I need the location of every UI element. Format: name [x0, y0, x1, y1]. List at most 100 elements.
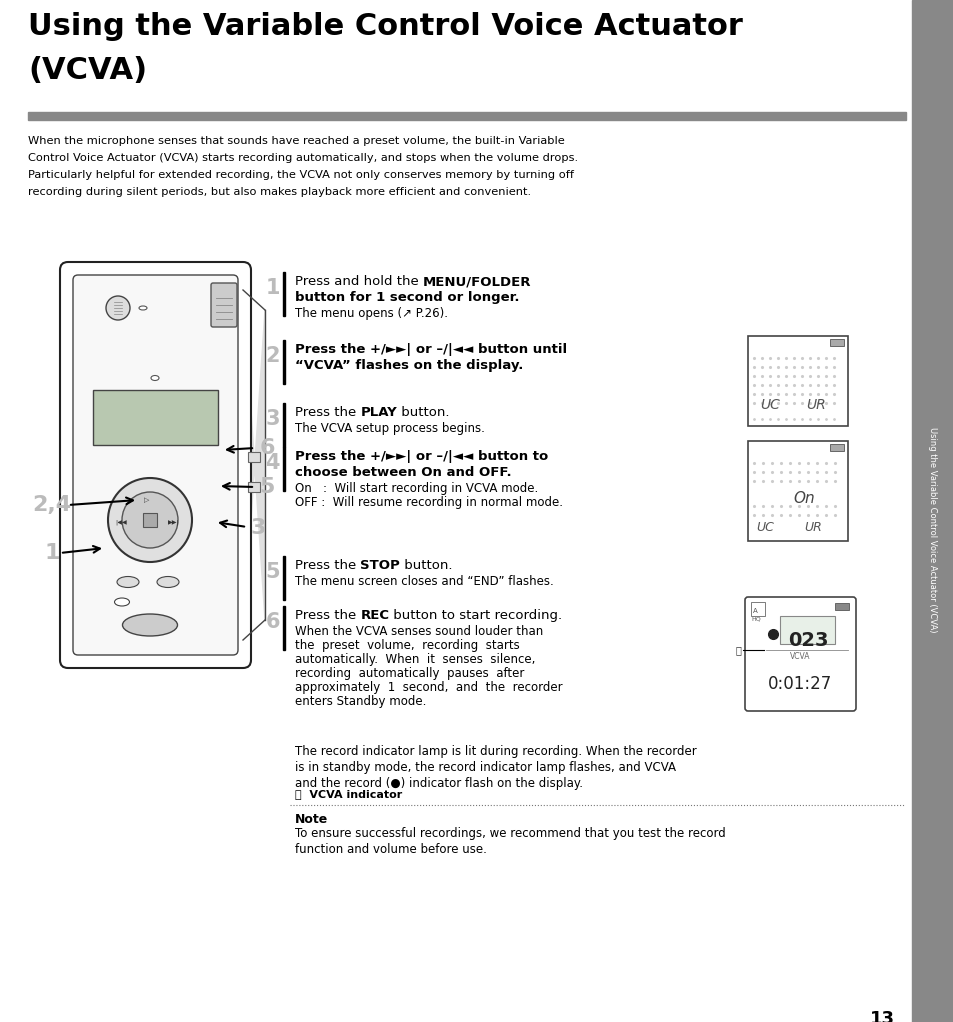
Polygon shape — [243, 290, 265, 640]
Text: MENU/FOLDER: MENU/FOLDER — [422, 275, 531, 288]
Bar — [747, 336, 847, 426]
Text: ▷: ▷ — [144, 497, 150, 503]
Text: 0:01:27: 0:01:27 — [767, 675, 831, 693]
Text: HQ: HQ — [750, 616, 760, 621]
Bar — [283, 340, 285, 384]
Text: button.: button. — [400, 559, 453, 572]
Text: REC: REC — [360, 609, 389, 622]
Ellipse shape — [151, 375, 159, 380]
Text: Press the: Press the — [294, 609, 360, 622]
FancyBboxPatch shape — [211, 283, 236, 327]
Text: automatically.  When  it  senses  silence,: automatically. When it senses silence, — [294, 653, 535, 666]
Text: 6: 6 — [259, 438, 274, 458]
Text: A: A — [752, 608, 757, 614]
Text: “VCVA” flashes on the display.: “VCVA” flashes on the display. — [294, 359, 523, 372]
Text: When the microphone senses that sounds have reached a preset volume, the built-i: When the microphone senses that sounds h… — [28, 136, 564, 146]
Text: UR: UR — [803, 521, 821, 535]
Text: UR: UR — [805, 398, 825, 412]
Bar — [750, 602, 764, 616]
Text: Using the Variable Control Voice Actuator: Using the Variable Control Voice Actuato… — [28, 12, 742, 41]
Text: approximately  1  second,  and  the  recorder: approximately 1 second, and the recorder — [294, 681, 562, 694]
Text: enters Standby mode.: enters Standby mode. — [294, 695, 426, 708]
Bar — [834, 603, 848, 610]
Text: On   :  Will start recording in VCVA mode.: On : Will start recording in VCVA mode. — [294, 482, 537, 495]
Text: The VCVA setup process begins.: The VCVA setup process begins. — [294, 422, 484, 435]
Text: STOP: STOP — [360, 559, 400, 572]
Bar — [283, 556, 285, 600]
Text: Press and hold the: Press and hold the — [294, 275, 422, 288]
Text: ⓐ: ⓐ — [735, 645, 741, 655]
Text: 023: 023 — [787, 631, 827, 650]
Text: ▶▶|: ▶▶| — [168, 519, 179, 524]
Circle shape — [108, 478, 192, 562]
Text: UC: UC — [755, 521, 773, 535]
Text: recording during silent periods, but also makes playback more efficient and conv: recording during silent periods, but als… — [28, 187, 531, 197]
Text: 4: 4 — [265, 453, 280, 473]
Text: choose between On and OFF.: choose between On and OFF. — [294, 466, 511, 479]
Text: 3: 3 — [250, 518, 265, 538]
Bar — [92, 390, 218, 445]
Text: VCVA: VCVA — [789, 652, 809, 661]
Text: Press the: Press the — [294, 559, 360, 572]
Text: button to start recording.: button to start recording. — [389, 609, 562, 622]
Text: To ensure successful recordings, we recommend that you test the record: To ensure successful recordings, we reco… — [294, 827, 725, 840]
FancyBboxPatch shape — [60, 262, 251, 668]
Ellipse shape — [117, 576, 139, 588]
Ellipse shape — [157, 576, 179, 588]
Bar — [750, 604, 849, 704]
Bar — [28, 112, 905, 120]
Bar — [829, 339, 843, 346]
Bar — [829, 444, 843, 451]
Circle shape — [122, 492, 178, 548]
Text: 3: 3 — [265, 409, 280, 429]
Text: (VCVA): (VCVA) — [28, 56, 147, 85]
Bar — [283, 447, 285, 491]
Bar — [283, 403, 285, 447]
Text: When the VCVA senses sound louder than: When the VCVA senses sound louder than — [294, 625, 542, 638]
Text: Particularly helpful for extended recording, the VCVA not only conserves memory : Particularly helpful for extended record… — [28, 170, 574, 180]
Text: 2,4: 2,4 — [32, 495, 71, 515]
Text: Control Voice Actuator (VCVA) starts recording automatically, and stops when the: Control Voice Actuator (VCVA) starts rec… — [28, 153, 578, 162]
Bar — [283, 272, 285, 316]
Text: Using the Variable Control Voice Actuator (VCVA): Using the Variable Control Voice Actuato… — [927, 427, 937, 633]
Text: Press the +/►►| or –/|◄◄ button to: Press the +/►►| or –/|◄◄ button to — [294, 450, 548, 463]
Text: function and volume before use.: function and volume before use. — [294, 843, 486, 856]
Text: button.: button. — [396, 406, 449, 419]
Text: UC: UC — [760, 398, 779, 412]
Bar — [143, 513, 157, 527]
Text: The record indicator lamp is lit during recording. When the recorder: The record indicator lamp is lit during … — [294, 745, 696, 758]
Text: Press the +/►►| or –/|◄◄ button until: Press the +/►►| or –/|◄◄ button until — [294, 343, 566, 356]
Text: button for 1 second or longer.: button for 1 second or longer. — [294, 291, 519, 304]
Text: 5: 5 — [265, 562, 280, 582]
Text: Note: Note — [294, 812, 328, 826]
Text: The menu opens (↗ P.26).: The menu opens (↗ P.26). — [294, 307, 448, 320]
Text: On: On — [792, 491, 814, 506]
Bar — [248, 452, 260, 462]
Ellipse shape — [114, 598, 130, 606]
Text: 1: 1 — [44, 543, 60, 563]
FancyBboxPatch shape — [744, 597, 855, 711]
Text: The menu screen closes and “END” flashes.: The menu screen closes and “END” flashes… — [294, 575, 553, 588]
Ellipse shape — [122, 614, 177, 636]
Bar — [248, 482, 260, 492]
Text: OFF :  Will resume recording in normal mode.: OFF : Will resume recording in normal mo… — [294, 496, 562, 509]
Text: 6: 6 — [265, 612, 280, 632]
FancyBboxPatch shape — [73, 275, 237, 655]
Circle shape — [106, 296, 130, 320]
Text: and the record (●) indicator flash on the display.: and the record (●) indicator flash on th… — [294, 777, 582, 790]
Text: 1: 1 — [265, 278, 280, 298]
Text: ⓐ  VCVA indicator: ⓐ VCVA indicator — [294, 789, 402, 799]
Bar — [283, 606, 285, 650]
Ellipse shape — [139, 306, 147, 310]
Text: 2: 2 — [265, 346, 280, 366]
Text: the  preset  volume,  recording  starts: the preset volume, recording starts — [294, 639, 519, 652]
Text: 5: 5 — [259, 477, 274, 497]
Text: 13: 13 — [869, 1010, 894, 1022]
Text: PLAY: PLAY — [360, 406, 396, 419]
Bar — [911, 0, 953, 1022]
Text: |◀◀: |◀◀ — [115, 519, 127, 524]
Text: Press the: Press the — [294, 406, 360, 419]
Text: recording  automatically  pauses  after: recording automatically pauses after — [294, 667, 524, 680]
Bar — [780, 616, 834, 644]
Text: is in standby mode, the record indicator lamp flashes, and VCVA: is in standby mode, the record indicator… — [294, 761, 676, 774]
